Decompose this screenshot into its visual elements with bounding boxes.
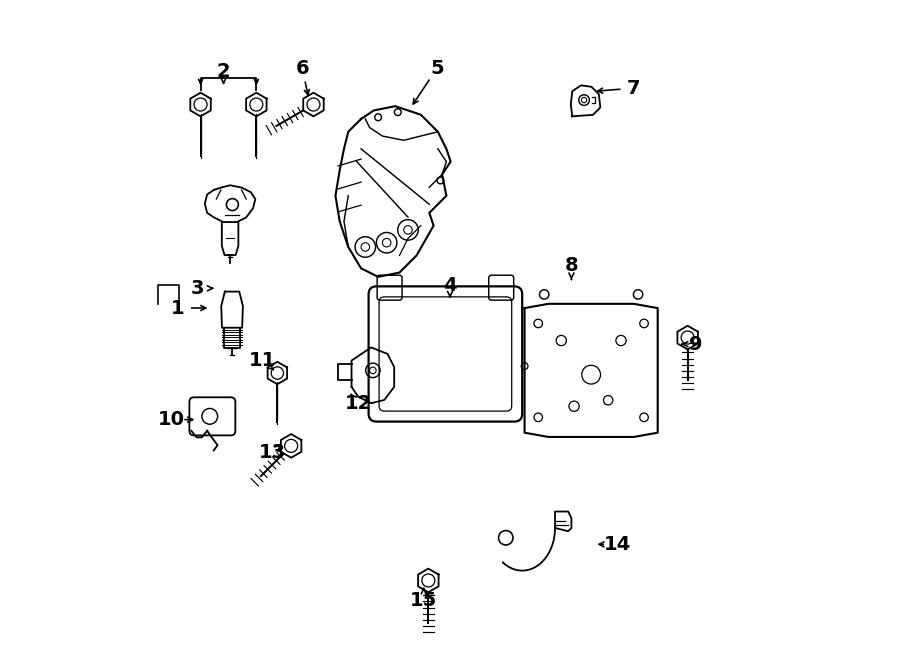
Text: 12: 12 <box>345 394 372 412</box>
Text: 1: 1 <box>171 299 184 318</box>
Text: 2: 2 <box>217 62 230 81</box>
Text: 9: 9 <box>689 334 703 354</box>
Text: 6: 6 <box>295 59 309 78</box>
Text: 3: 3 <box>191 279 204 298</box>
Text: 4: 4 <box>443 275 457 295</box>
Text: 5: 5 <box>430 59 444 78</box>
Text: 7: 7 <box>627 79 641 97</box>
Text: 15: 15 <box>410 591 437 610</box>
Text: 14: 14 <box>604 535 631 554</box>
Text: 8: 8 <box>564 256 579 275</box>
Text: 11: 11 <box>249 351 276 370</box>
Text: 10: 10 <box>158 410 184 429</box>
Text: 13: 13 <box>259 443 286 462</box>
